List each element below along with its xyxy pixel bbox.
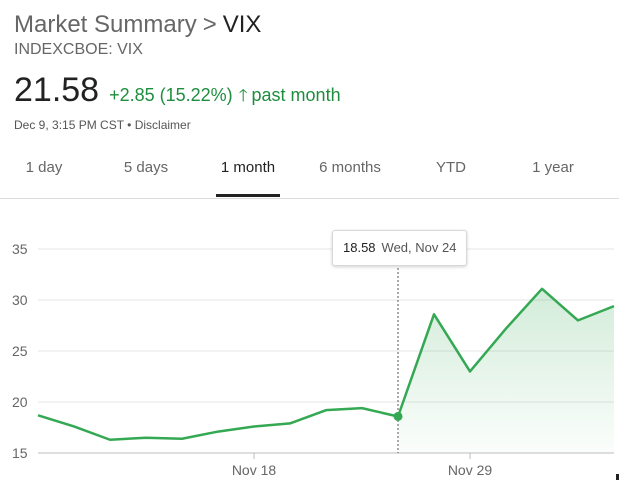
- tooltip-value: 18.58: [343, 240, 376, 255]
- y-tick-label: 35: [12, 241, 28, 257]
- chart-svg: 15 20 25 30 35 Nov 18 Nov 29: [12, 241, 615, 478]
- timestamp-text: Dec 9, 3:15 PM CST •: [14, 118, 135, 132]
- edge-mark: [616, 474, 619, 480]
- x-tick-label: Nov 29: [448, 462, 493, 478]
- series-line: [37, 287, 615, 441]
- y-tick-label: 20: [12, 394, 28, 410]
- tab-1-month[interactable]: 1 month: [216, 144, 280, 197]
- change-period: past month: [251, 85, 341, 105]
- time-range-tabs: 1 day 5 days 1 month 6 months YTD 1 year: [0, 144, 619, 199]
- chart-tooltip: 18.58 Wed, Nov 24: [332, 230, 468, 266]
- quote-timestamp: Dec 9, 3:15 PM CST • Disclaimer: [14, 118, 341, 132]
- tooltip-date: Wed, Nov 24: [381, 240, 457, 255]
- series-area: [398, 288, 614, 453]
- active-tab-indicator: [216, 194, 280, 197]
- tab-6-months[interactable]: 6 months: [319, 159, 381, 176]
- quote-header: Market Summary > VIX INDEXCBOE: VIX 21.58 …: [14, 10, 341, 132]
- price-chart[interactable]: 15 20 25 30 35 Nov 18 Nov 29 18.58 Wed, Nov 24: [0, 200, 619, 483]
- y-tick-label: 30: [12, 292, 28, 308]
- hover-point: [393, 411, 403, 421]
- price-change: +2.85 (15.22%): [109, 85, 233, 105]
- tab-1-year[interactable]: 1 year: [532, 159, 574, 176]
- price-row: 21.58 +2.85 (15.22%) 🡑 past month: [14, 72, 341, 112]
- ticker-symbol: INDEXCBOE: VIX: [14, 41, 143, 58]
- breadcrumb-separator: >: [202, 11, 217, 38]
- tab-ytd[interactable]: YTD: [436, 159, 466, 176]
- current-price: 21.58: [14, 71, 100, 109]
- tab-5-days[interactable]: 5 days: [123, 159, 169, 176]
- page-title: VIX: [222, 11, 262, 38]
- x-tick-label: Nov 18: [232, 462, 277, 478]
- y-tick-label: 15: [12, 445, 28, 461]
- disclaimer-link[interactable]: Disclaimer: [134, 118, 191, 132]
- breadcrumb: Market Summary > VIX: [14, 10, 341, 40]
- y-tick-label: 25: [12, 343, 28, 359]
- tab-1-day[interactable]: 1 day: [25, 159, 63, 176]
- arrow-up-icon: 🡑: [238, 86, 248, 105]
- breadcrumb-market-summary-link[interactable]: Market Summary: [14, 11, 197, 38]
